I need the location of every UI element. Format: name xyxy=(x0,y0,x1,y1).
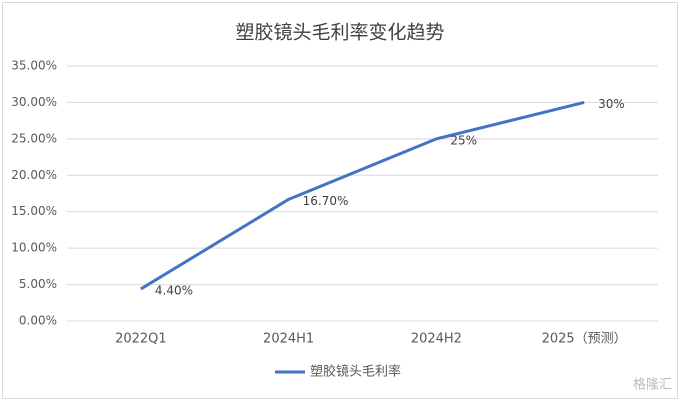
x-tick-label: 2024H1 xyxy=(263,332,314,347)
y-tick-label: 0.00% xyxy=(19,314,57,328)
y-tick-label: 15.00% xyxy=(11,204,57,218)
y-tick-label: 5.00% xyxy=(19,277,57,291)
y-tick-label: 35.00% xyxy=(11,59,57,73)
y-tick-label: 20.00% xyxy=(11,168,57,182)
data-label: 30% xyxy=(598,97,625,111)
data-label: 25% xyxy=(450,133,477,147)
y-tick-label: 10.00% xyxy=(11,241,57,255)
y-tick-label: 30.00% xyxy=(11,95,57,109)
y-tick-label: 25.00% xyxy=(11,131,57,145)
legend-label: 塑胶镜头毛利率 xyxy=(310,364,401,380)
chart-title: 塑胶镜头毛利率变化趋势 xyxy=(235,22,444,44)
watermark: 格隆汇 xyxy=(633,377,672,393)
chart-border xyxy=(2,2,678,399)
x-tick-label: 2024H2 xyxy=(411,332,462,347)
x-tick-label: 2025（预测） xyxy=(542,332,627,347)
data-line xyxy=(140,100,585,291)
x-tick-label: 2022Q1 xyxy=(115,332,167,347)
data-label: 4.40% xyxy=(155,283,193,297)
data-label: 16.70% xyxy=(303,194,349,208)
